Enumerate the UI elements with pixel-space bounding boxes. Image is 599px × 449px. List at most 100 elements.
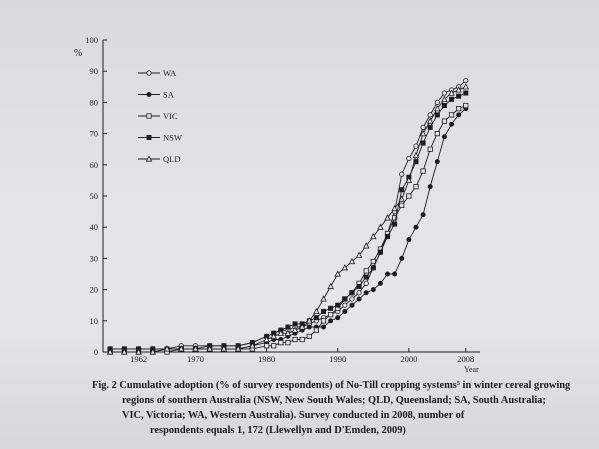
data-point-qld	[362, 242, 370, 249]
data-point-nsw	[349, 290, 355, 296]
data-point-qld	[177, 345, 185, 352]
y-axis-label: %	[74, 48, 82, 59]
legend-marker-sa	[146, 92, 152, 98]
data-point-wa	[349, 296, 355, 302]
data-point-nsw	[377, 249, 383, 255]
data-point-qld	[149, 348, 157, 355]
y-axis-ticks: 0 10 20 30 40 50 60 70 80 90 100	[85, 35, 107, 357]
y-tick-label: 60	[90, 160, 99, 170]
data-point-qld	[348, 257, 356, 265]
data-point-qld	[220, 345, 228, 352]
data-point-qld	[355, 251, 363, 258]
data-point-qld	[434, 104, 441, 112]
data-point-qld	[270, 332, 277, 340]
data-point-vic	[370, 258, 376, 265]
data-point-nsw	[285, 324, 291, 330]
data-point-qld	[377, 223, 384, 230]
data-point-nsw	[392, 221, 398, 227]
y-tick-label: 10	[90, 316, 99, 326]
data-point-sa	[406, 237, 412, 243]
series-vic	[107, 102, 469, 355]
data-point-vic	[434, 130, 440, 137]
legend-label-vic: VIC	[163, 111, 178, 121]
data-point-nsw	[321, 308, 327, 314]
series-qld	[106, 83, 470, 355]
data-point-sa	[385, 271, 391, 277]
data-point-vic	[406, 193, 412, 199]
data-point-qld	[277, 329, 285, 336]
data-point-vic	[441, 118, 448, 124]
data-point-sa	[342, 308, 348, 314]
data-point-wa	[399, 171, 405, 177]
data-point-qld	[291, 326, 299, 333]
caption-line-3: VIC, Victoria; WA, Western Australia). S…	[122, 410, 465, 421]
series-layer	[106, 77, 470, 355]
data-point-qld	[426, 117, 434, 124]
series-sa	[107, 106, 469, 355]
data-point-qld	[455, 86, 462, 93]
data-point-sa	[335, 315, 341, 321]
data-point-qld	[334, 270, 341, 277]
legend-item-sa: SA	[138, 90, 175, 100]
data-point-nsw	[370, 265, 376, 271]
data-point-nsw	[328, 305, 334, 311]
data-point-qld	[298, 323, 306, 330]
data-point-sa	[427, 184, 433, 190]
data-point-vic	[271, 343, 277, 349]
data-point-wa	[363, 280, 369, 286]
data-point-qld	[234, 345, 242, 352]
data-point-sa	[306, 324, 312, 330]
chart-axes	[102, 40, 480, 353]
data-point-nsw	[456, 93, 462, 99]
data-point-qld	[419, 129, 427, 137]
data-point-wa	[356, 290, 362, 296]
legend-marker-nsw	[146, 135, 152, 141]
legend-item-qld: QLD	[138, 154, 180, 164]
data-point-nsw	[434, 112, 440, 118]
data-point-nsw	[463, 90, 469, 96]
data-point-nsw	[441, 103, 447, 109]
data-point-wa	[441, 90, 448, 96]
data-point-sa	[328, 318, 334, 324]
data-point-wa	[434, 99, 440, 106]
data-point-vic	[313, 327, 319, 333]
legend-marker-wa	[146, 70, 152, 76]
data-point-wa	[413, 143, 419, 149]
data-point-qld	[284, 329, 292, 336]
data-point-vic	[264, 343, 270, 349]
data-point-sa	[449, 121, 455, 127]
x-tick-label: 2008	[457, 354, 474, 364]
data-point-qld	[448, 89, 455, 96]
data-point-vic	[463, 102, 469, 109]
data-point-qld	[320, 295, 327, 302]
data-point-vic	[399, 202, 405, 208]
data-point-vic	[328, 311, 334, 318]
data-point-qld	[391, 204, 398, 212]
data-point-nsw	[385, 234, 391, 240]
data-point-sa	[413, 224, 419, 230]
legend-label-sa: SA	[163, 90, 175, 100]
data-point-sa	[441, 134, 447, 140]
data-point-sa	[349, 302, 355, 308]
data-point-sa	[363, 290, 369, 296]
legend-marker-qld	[145, 155, 153, 162]
x-tick-label: 1990	[329, 354, 346, 364]
data-point-vic	[448, 112, 455, 118]
data-point-nsw	[342, 296, 348, 302]
data-point-sa	[392, 271, 398, 277]
data-point-vic	[456, 106, 462, 112]
series-line-qld	[110, 86, 466, 353]
data-point-nsw	[335, 302, 341, 308]
data-point-vic	[285, 340, 291, 346]
y-tick-label: 90	[90, 66, 99, 76]
data-point-qld	[163, 345, 171, 352]
data-point-wa	[406, 155, 412, 162]
x-axis-label: Year	[464, 365, 479, 374]
data-point-nsw	[420, 140, 426, 146]
data-point-sa	[399, 255, 405, 261]
y-tick-label: 50	[90, 191, 99, 201]
data-point-qld	[206, 345, 213, 352]
data-point-qld	[412, 151, 420, 159]
data-point-sa	[356, 296, 362, 302]
